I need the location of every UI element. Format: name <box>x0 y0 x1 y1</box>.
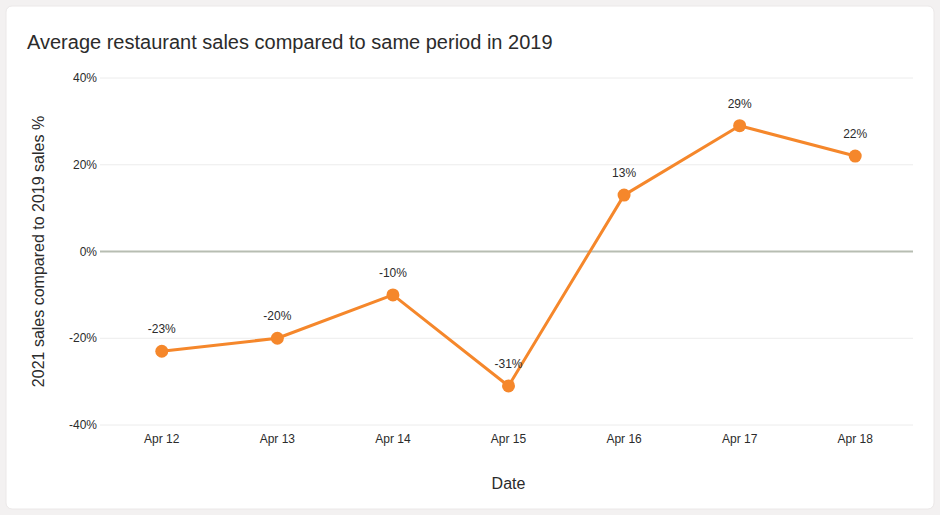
point <box>386 288 399 301</box>
grid-line <box>100 164 913 165</box>
grid-line <box>100 425 913 426</box>
chart: Average restaurant sales compared to sam… <box>0 0 940 515</box>
point <box>271 332 284 345</box>
y-tick-label: 40% <box>73 71 97 85</box>
grid <box>100 78 913 425</box>
x-tick-label: Apr 16 <box>606 432 642 446</box>
x-tick-label: Apr 14 <box>375 432 411 446</box>
y-tick-label: -20% <box>69 331 97 345</box>
point <box>849 150 862 163</box>
y-tick-label: 0% <box>80 245 98 259</box>
data-label: 29% <box>728 97 752 111</box>
y-tick-label: -40% <box>69 418 97 432</box>
data-label: -23% <box>148 322 176 336</box>
x-tick-label: Apr 18 <box>838 432 874 446</box>
x-tick-label: Apr 13 <box>260 432 296 446</box>
point <box>155 345 168 358</box>
data-label: -10% <box>379 266 407 280</box>
data-label: 22% <box>843 127 867 141</box>
data-label: -31% <box>494 357 522 371</box>
grid-line <box>100 78 913 79</box>
line <box>162 126 855 386</box>
grid-line <box>100 338 913 339</box>
x-tick-label: Apr 17 <box>722 432 758 446</box>
x-tick-label: Apr 12 <box>144 432 180 446</box>
marks <box>155 119 861 392</box>
point <box>502 379 515 392</box>
point <box>618 189 631 202</box>
x-tick-label: Apr 15 <box>491 432 527 446</box>
y-axis-title: 2021 sales compared to 2019 sales % <box>30 116 47 387</box>
x-axis-title: Date <box>492 475 526 492</box>
title: Average restaurant sales compared to sam… <box>27 31 553 53</box>
data-label: 13% <box>612 166 636 180</box>
card <box>6 6 934 509</box>
y-tick-label: 20% <box>73 158 97 172</box>
point <box>733 119 746 132</box>
zero-line <box>100 251 913 253</box>
data-label: -20% <box>263 309 291 323</box>
